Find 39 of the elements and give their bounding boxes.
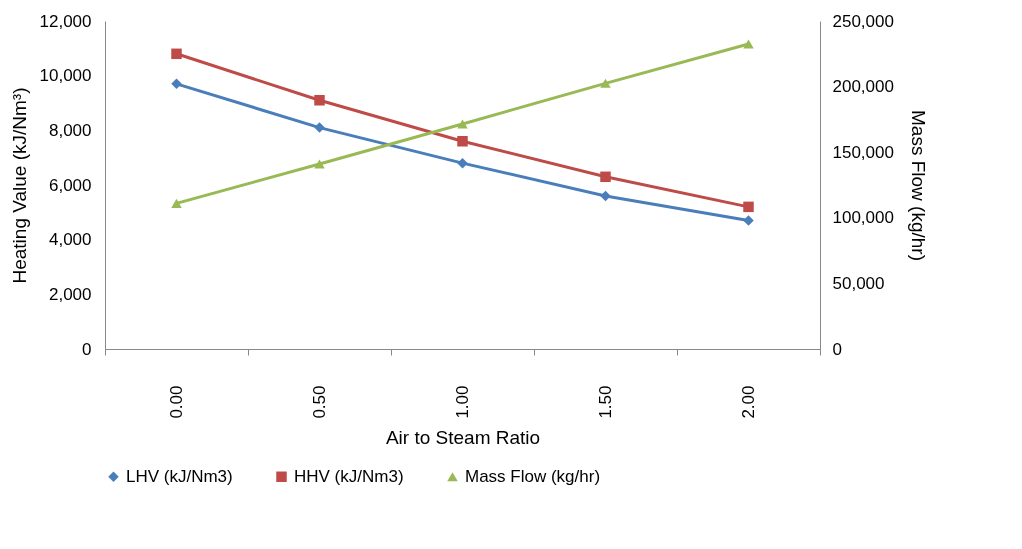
legend-label: HHV (kJ/Nm3): [294, 466, 404, 486]
x-tick-label: 0.00: [167, 385, 186, 419]
y-tick-label: 12,000: [39, 11, 92, 31]
y2-tick-label: 50,000: [832, 273, 885, 293]
point: [171, 78, 182, 90]
point: [457, 136, 468, 147]
point: [171, 48, 182, 60]
x-tick-label: 1.00: [453, 385, 472, 419]
y-tick-label: 6,000: [48, 175, 92, 195]
y-tick-label: 2,000: [48, 284, 92, 304]
point: [314, 95, 325, 106]
y2-tick-label: 200,000: [832, 77, 894, 97]
y2-tick-label: 150,000: [832, 142, 894, 162]
point: [457, 119, 468, 129]
y2-tick-label: 100,000: [832, 208, 894, 228]
point: [600, 78, 611, 88]
x-tick-label: 2.00: [739, 385, 758, 419]
point: [600, 171, 611, 183]
legend-label: LHV (kJ/Nm3): [126, 466, 233, 486]
point: [743, 201, 754, 213]
point: [743, 39, 754, 49]
legend-label: Mass Flow (kg/hr): [465, 466, 601, 486]
point: [314, 159, 325, 169]
y-tick-label: 0: [82, 339, 92, 359]
y-tick-label: 8,000: [48, 120, 92, 140]
y2-tick-label: 0: [832, 339, 842, 359]
point: [457, 157, 468, 169]
x-tick-label: 1.50: [596, 385, 615, 419]
y-axis-title: Heating Value (kJ/Nm³): [8, 87, 30, 284]
x-tick-label: 0.50: [310, 385, 329, 419]
point: [314, 122, 325, 133]
y2-axis-title: Mass Flow (kg/hr): [907, 110, 929, 261]
y-tick-label: 4,000: [48, 230, 92, 250]
x-axis-title: Air to Steam Ratio: [385, 426, 541, 448]
y-tick-label: 10,000: [39, 66, 92, 86]
point: [743, 215, 754, 226]
point: [600, 190, 611, 202]
point: [171, 198, 182, 208]
y2-tick-label: 250,000: [832, 11, 894, 31]
